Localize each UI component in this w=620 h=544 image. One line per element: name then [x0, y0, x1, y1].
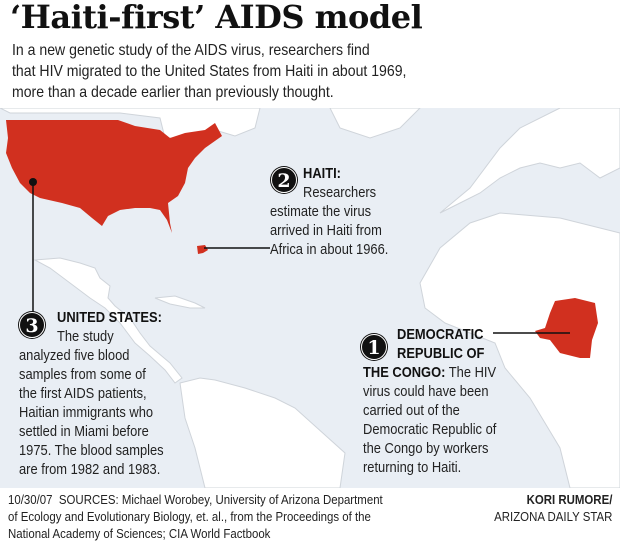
badge-2: 2	[271, 167, 297, 193]
badge-3: 3	[19, 312, 45, 338]
intro-line: more than a decade earlier than previous…	[12, 84, 334, 101]
infographic-title: ‘Haiti-first’ AIDS model	[10, 0, 423, 36]
sources-line: SOURCES: Michael Worobey, University of …	[58, 492, 383, 507]
intro-line: In a new genetic study of the AIDS virus…	[12, 42, 370, 59]
europe-land	[439, 108, 620, 214]
callout-haiti: HAITI: Researchers	[303, 164, 376, 202]
world-map: 2 HAITI: Researchers estimate the virus …	[0, 108, 620, 488]
publish-date: 10/30/07	[8, 492, 53, 507]
us-marker-dot	[29, 178, 37, 186]
callout-line: estimate the virus	[270, 203, 372, 220]
callout-line: the Congo by workers	[363, 440, 489, 457]
callout-drc: DEMOCRATIC REPUBLIC OF	[397, 325, 484, 363]
callout-heading: REPUBLIC OF	[397, 345, 485, 362]
callout-line: arrived in Haiti from	[270, 222, 382, 239]
callout-line: Researchers	[303, 184, 377, 201]
callout-line: The HIV	[445, 364, 497, 381]
callout-line: Democratic Republic of	[363, 421, 497, 438]
callout-line: The study	[57, 328, 114, 345]
callout-heading: THE CONGO:	[363, 364, 446, 381]
callout-line: Africa in about 1966.	[270, 241, 389, 258]
intro-text: In a new genetic study of the AIDS virus…	[12, 40, 610, 103]
badge-1: 1	[361, 334, 387, 360]
cuba-land	[154, 295, 206, 309]
map-graphic	[0, 108, 620, 488]
callout-united-states-body: analyzed five blood samples from some of…	[19, 346, 164, 479]
credit-org: ARIZONA DAILY STAR	[493, 509, 612, 524]
sources-footer: 10/30/07 SOURCES: Michael Worobey, Unive…	[8, 491, 466, 542]
callout-line: are from 1982 and 1983.	[19, 461, 161, 478]
callout-line: analyzed five blood	[19, 347, 130, 364]
credit: KORI RUMORE/ ARIZONA DAILY STAR	[494, 491, 612, 525]
callout-line: samples from some of	[19, 366, 146, 383]
south-america-land	[179, 377, 346, 488]
sources-line: of Ecology and Evolutionary Biology, et.…	[8, 509, 371, 524]
greenland-land	[329, 108, 421, 139]
callout-line: virus could have been	[363, 383, 489, 400]
callout-line: carried out of the	[363, 402, 460, 419]
callout-line: returning to Haiti.	[363, 459, 462, 476]
intro-line: that HIV migrated to the United States f…	[12, 63, 407, 80]
callout-line: the first AIDS patients,	[19, 385, 147, 402]
mexico-land	[33, 257, 183, 384]
callout-heading: UNITED STATES:	[57, 309, 162, 326]
callout-line: Haitian immigrants who	[19, 404, 154, 421]
haiti-highlight	[197, 245, 208, 254]
credit-name: KORI RUMORE/	[526, 492, 612, 507]
usa-highlight	[6, 120, 222, 233]
callout-heading: DEMOCRATIC	[397, 326, 484, 343]
sources-line: National Academy of Sciences; CIA World …	[8, 526, 271, 541]
callout-line: 1975. The blood samples	[19, 442, 164, 459]
callout-haiti-body: estimate the virus arrived in Haiti from…	[270, 202, 388, 259]
drc-highlight	[535, 298, 598, 358]
callout-drc-body: THE CONGO: The HIV virus could have been…	[363, 363, 496, 477]
callout-united-states: UNITED STATES: The study	[57, 308, 162, 346]
callout-heading: HAITI:	[303, 165, 341, 182]
africa-land	[419, 212, 620, 488]
callout-line: settled in Miami before	[19, 423, 149, 440]
